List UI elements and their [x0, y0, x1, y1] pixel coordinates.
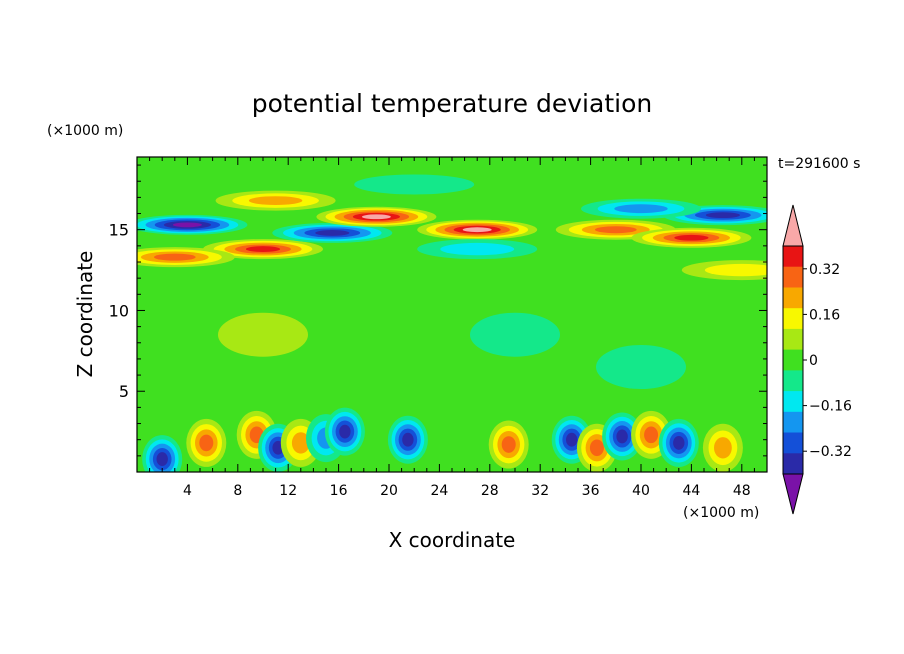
contour-feature [658, 418, 699, 467]
colorbar-swatch [783, 266, 803, 288]
contour-feature [272, 222, 393, 243]
contour-feature [218, 312, 308, 357]
colorbar-tick-label: 0.16 [809, 307, 840, 323]
x-tick-label: 12 [279, 483, 297, 499]
colorbar-swatch [783, 432, 803, 454]
x-tick-label: 28 [481, 483, 499, 499]
colorbar-swatch [783, 308, 803, 330]
contour-level [616, 429, 628, 444]
contour-level [153, 253, 196, 261]
contour-level [594, 226, 637, 234]
contour-level [614, 204, 668, 214]
contour-feature [602, 412, 643, 461]
contour-feature [137, 247, 235, 268]
contour-level [402, 432, 414, 447]
contour-level [440, 242, 515, 256]
contour-feature [417, 239, 538, 260]
x-tick-label: 40 [632, 483, 650, 499]
contour-feature [354, 174, 475, 195]
contour-level [714, 437, 732, 459]
colorbar-tick-label: 0 [809, 353, 818, 369]
x-tick-label: 20 [380, 483, 398, 499]
x-tick-label: 16 [330, 483, 348, 499]
x-tick-label: 24 [430, 483, 448, 499]
contour-field [137, 157, 767, 472]
contour-level [156, 452, 168, 466]
contour-feature [387, 415, 428, 464]
contour-feature [316, 206, 437, 227]
contour-level [566, 432, 578, 447]
y-axis: 5 10 15 [109, 164, 767, 457]
colorbar-tick-label: 0.32 [809, 262, 840, 278]
contour-level [501, 436, 516, 453]
x-axis: 4 8 12 16 20 24 28 32 36 40 44 48 [149, 157, 755, 499]
contour-feature [681, 260, 767, 281]
contour-level [199, 434, 214, 452]
x-tick-label: 32 [531, 483, 549, 499]
colorbar-swatch [783, 287, 803, 309]
x-unit-label: (×1000 m) [683, 505, 759, 521]
colorbar-swatch [783, 349, 803, 371]
contour-level [704, 263, 767, 277]
contour-feature [631, 227, 752, 248]
contour-level [354, 174, 475, 195]
contour-feature [203, 239, 323, 260]
contour-level [705, 212, 741, 219]
y-tick-label: 10 [109, 301, 129, 320]
contour-feature [417, 219, 538, 240]
contour-feature [470, 312, 560, 357]
contour-level [218, 312, 308, 357]
x-tick-label: 8 [233, 483, 242, 499]
y-tick-label: 5 [119, 382, 129, 401]
contour-level [673, 436, 685, 450]
colorbar: 0.32 0.16 0 −0.16 −0.32 [782, 204, 852, 515]
contour-feature [142, 435, 183, 472]
contour-level [172, 222, 202, 228]
contour-level [339, 424, 351, 439]
contour-level [589, 439, 604, 457]
contour-feature [488, 420, 529, 469]
contour-feature [215, 190, 336, 211]
y-unit-label: (×1000 m) [47, 123, 123, 139]
contour-level [361, 214, 391, 220]
time-label: t=291600 s [778, 156, 860, 172]
contour-feature [324, 407, 365, 456]
x-tick-label: 36 [582, 483, 600, 499]
colorbar-swatch [783, 391, 803, 413]
colorbar-tick-label: −0.16 [809, 399, 852, 415]
contour-level [674, 234, 709, 241]
colorbar-extend-bottom [782, 473, 804, 515]
contour-level [291, 432, 310, 454]
y-axis-label: Z coordinate [73, 251, 97, 378]
contour-level [245, 246, 281, 252]
x-tick-label: 48 [733, 483, 751, 499]
contour-feature [596, 345, 686, 389]
contour-level [470, 312, 560, 357]
x-tick-label: 44 [682, 483, 700, 499]
contour-feature [186, 418, 227, 467]
contour-feature [702, 423, 743, 472]
contour-level [248, 196, 303, 206]
y-tick-label: 15 [109, 221, 129, 240]
contour-feature [137, 214, 248, 235]
colorbar-extend-top [782, 204, 804, 247]
x-axis-label: X coordinate [389, 528, 516, 552]
contour-level [596, 345, 686, 389]
contour-level [462, 227, 492, 233]
colorbar-swatch [783, 328, 803, 351]
contour-feature [581, 198, 701, 219]
x-tick-label: 4 [183, 483, 192, 499]
colorbar-swatch [783, 246, 803, 268]
contour-level [315, 230, 350, 236]
colorbar-tick-label: −0.32 [809, 444, 852, 460]
contour-level [644, 426, 659, 444]
colorbar-swatch [783, 411, 803, 433]
chart-title: potential temperature deviation [252, 89, 652, 118]
colorbar-swatch [783, 453, 803, 475]
colorbar-swatch [783, 370, 803, 392]
